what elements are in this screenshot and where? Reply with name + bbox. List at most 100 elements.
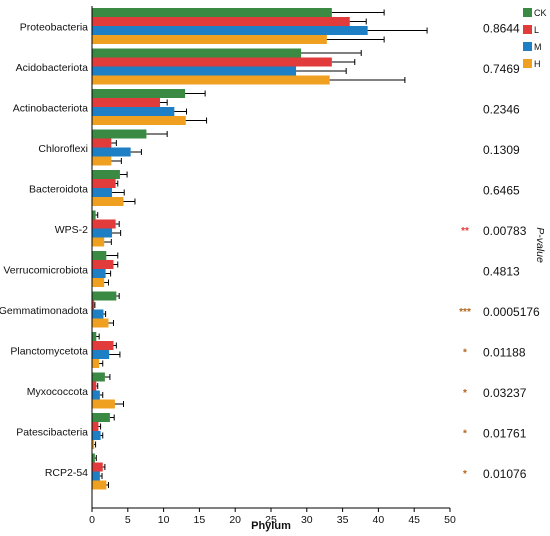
bar (92, 381, 97, 391)
bars-layer (92, 8, 428, 490)
category-label: Chloroflexi (38, 143, 88, 155)
bar (92, 480, 107, 490)
category-label: Patescibacteria (16, 426, 88, 438)
bar (92, 251, 107, 260)
bar (92, 291, 117, 301)
x-tick-label: 50 (444, 514, 456, 526)
bar (92, 237, 105, 247)
legend-swatch (523, 25, 532, 34)
bar (92, 188, 113, 197)
bar (92, 8, 332, 17)
bar (92, 260, 114, 269)
x-tick-label: 35 (337, 514, 349, 526)
legend-swatch (523, 8, 532, 17)
significance-marker: * (463, 347, 467, 358)
bar (92, 471, 100, 481)
category-label: Acidobacteriota (16, 62, 89, 74)
pvalue-label: 0.01076 (483, 467, 527, 481)
legend-swatch (523, 42, 532, 51)
category-label: Proteobacteria (20, 21, 88, 33)
x-axis-label: Phylum (251, 520, 291, 532)
category-label: Myxococcota (27, 386, 88, 398)
bar (92, 422, 99, 431)
x-tick-label: 30 (301, 514, 313, 526)
legend-label: H (534, 59, 541, 69)
pvalue-label: 0.03237 (483, 386, 527, 400)
category-label: RCP2-54 (45, 467, 88, 479)
bar (92, 300, 95, 310)
bar (92, 210, 96, 220)
bar (92, 440, 95, 449)
legend-label: CK (534, 8, 547, 18)
legend-swatch (523, 59, 532, 68)
x-tick-label: 20 (229, 514, 241, 526)
pvalue-label: 0.2346 (483, 102, 520, 116)
bar (92, 35, 327, 44)
category-label: Gemmatimonadota (0, 305, 88, 317)
bar (92, 66, 297, 76)
bar (92, 170, 120, 179)
category-label: Verrucomicrobiota (3, 264, 88, 276)
bar (92, 431, 101, 440)
x-tick-label: 25 (265, 514, 277, 526)
bar (92, 399, 115, 409)
bar (92, 462, 103, 472)
significance-marker: * (463, 469, 467, 480)
category-label: Bacteroidota (29, 183, 88, 195)
pvalue-label: 0.4813 (483, 264, 520, 278)
pvalue-axis-label: P-value (534, 227, 546, 263)
bar (92, 359, 100, 368)
pvalue-label: 0.01761 (483, 426, 527, 440)
legend: CK LMH (523, 8, 547, 69)
bar (92, 156, 112, 166)
bar (92, 48, 302, 58)
bar (92, 138, 112, 148)
pvalue-label: 0.8644 (483, 21, 520, 35)
significance-marker: ** (461, 226, 469, 237)
bar (92, 219, 116, 229)
significance-marker: *** (459, 307, 471, 318)
legend-label: M (534, 42, 542, 52)
bar (92, 332, 97, 341)
bar (92, 318, 109, 328)
bar (92, 107, 175, 116)
pvalue-label: 0.7469 (483, 62, 520, 76)
bar (92, 147, 131, 157)
x-tick-label: 5 (125, 514, 131, 526)
category-label: WPS-2 (55, 224, 88, 236)
bar (92, 278, 105, 287)
bar (92, 197, 124, 206)
bar (92, 309, 104, 319)
bar (92, 75, 330, 85)
x-tick-label: 40 (373, 514, 385, 526)
bar (92, 453, 95, 463)
bar (92, 116, 186, 125)
pvalue-label: 0.1309 (483, 143, 520, 157)
bar (92, 341, 114, 350)
x-tick-label: 45 (408, 514, 420, 526)
pvalue-label: 0.01188 (483, 345, 526, 359)
bar (92, 269, 106, 278)
pvalue-label: 0.6465 (483, 183, 520, 197)
bar (92, 390, 100, 400)
x-tick-label: 0 (89, 514, 95, 526)
bar (92, 228, 113, 238)
bar (92, 17, 350, 26)
category-label: Actinobacteriota (13, 102, 88, 114)
bar (92, 413, 110, 422)
bar (92, 57, 332, 67)
category-label: Planctomycetota (10, 345, 88, 357)
x-tick-label: 10 (158, 514, 170, 526)
x-tick-label: 15 (194, 514, 206, 526)
bar (92, 26, 368, 35)
bar (92, 350, 110, 359)
bar (92, 179, 116, 188)
bar (92, 89, 186, 98)
significance-marker: * (463, 388, 467, 399)
pvalue-label: 0.0005176 (483, 305, 540, 319)
bar (92, 372, 105, 382)
pvalue-label: 0.00783 (483, 224, 527, 238)
labels-layer: Proteobacteria Acidobacteriota Actinobacte… (0, 21, 88, 479)
